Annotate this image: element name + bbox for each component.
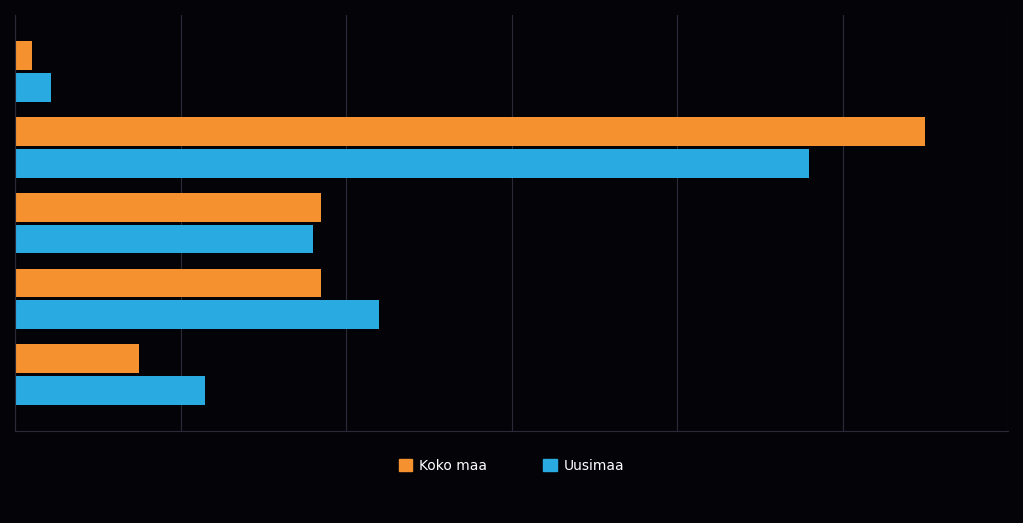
Legend: Koko maa, Uusimaa: Koko maa, Uusimaa [393, 453, 630, 479]
Bar [15, 41, 32, 70]
Bar [15, 149, 809, 178]
Bar [15, 268, 321, 297]
Bar [15, 224, 313, 253]
Bar [15, 117, 925, 146]
Bar [15, 300, 380, 329]
Bar [15, 73, 51, 102]
Bar [15, 376, 206, 405]
Bar [15, 344, 139, 373]
Bar [15, 193, 321, 222]
